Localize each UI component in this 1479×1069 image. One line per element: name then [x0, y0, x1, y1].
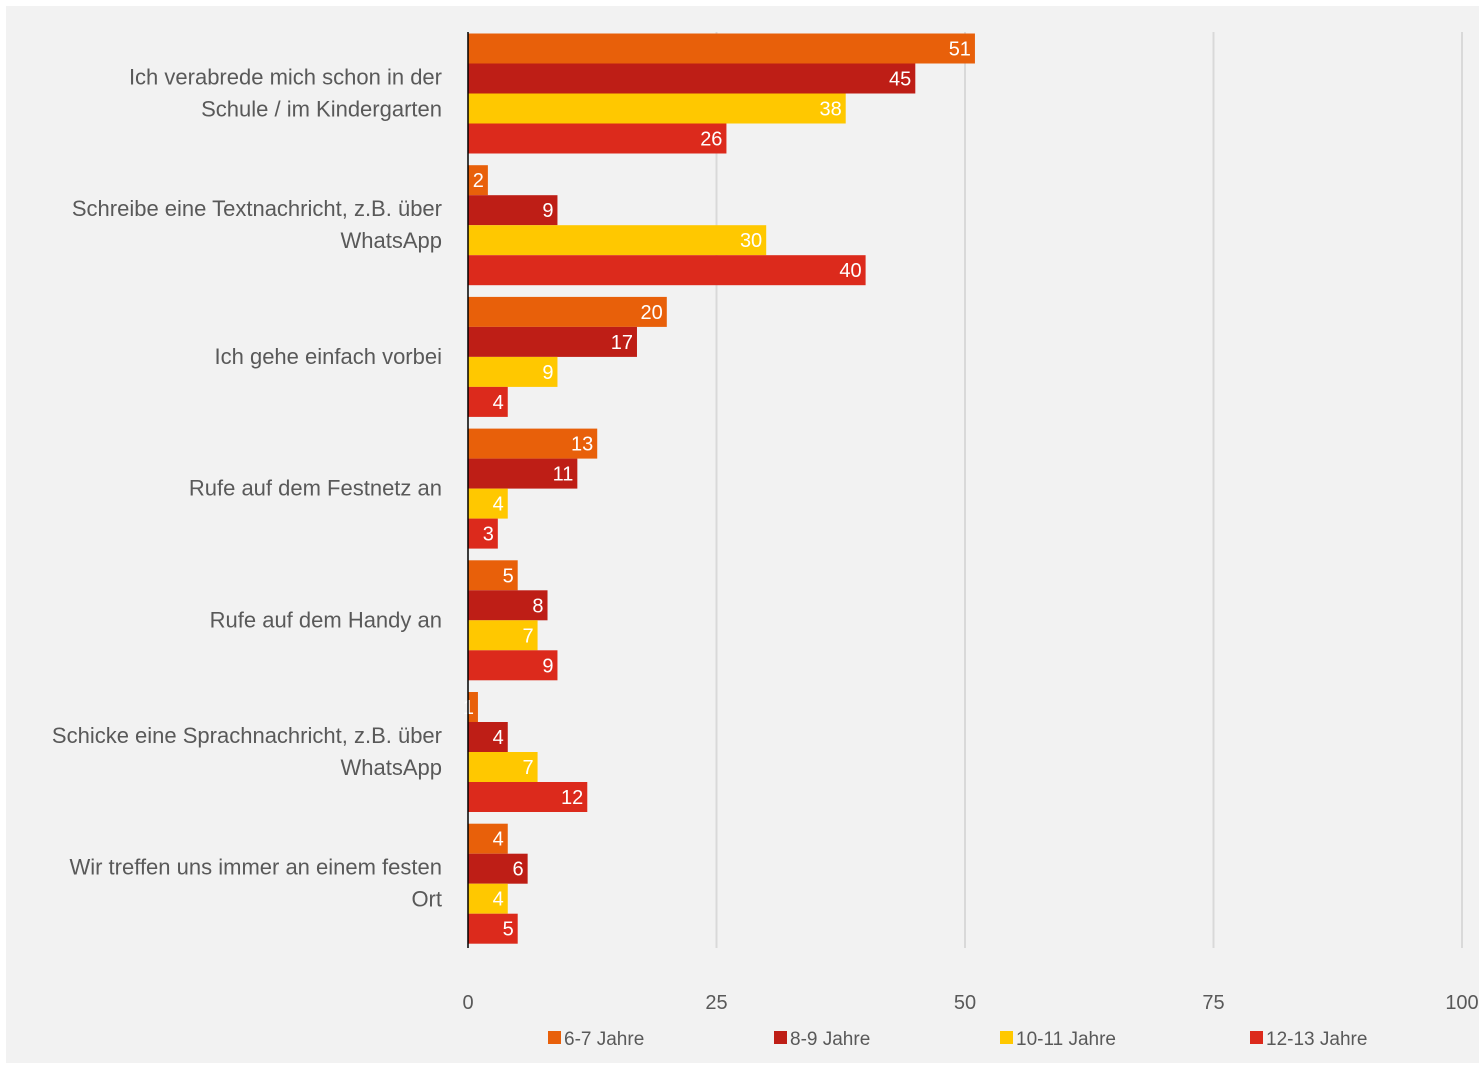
bar	[468, 823, 508, 854]
category-label: Rufe auf dem Festnetz an	[189, 476, 442, 501]
bar	[468, 63, 916, 94]
legend-label: 12-13 Jahre	[1266, 1029, 1367, 1050]
data-label: 13	[571, 434, 593, 456]
x-tick-label: 50	[954, 992, 976, 1014]
x-tick-label: 0	[462, 992, 473, 1014]
category-label: Schicke eine Sprachnachricht, z.B. über	[52, 723, 442, 748]
data-label: 38	[819, 99, 841, 121]
data-label: 4	[493, 727, 504, 749]
legend-label: 10-11 Jahre	[1016, 1029, 1116, 1050]
bar	[468, 488, 508, 519]
bar	[468, 692, 478, 722]
bar	[468, 195, 558, 226]
bar	[468, 620, 538, 651]
data-label: 51	[949, 39, 971, 61]
bar	[468, 123, 727, 154]
data-label: 7	[522, 757, 533, 779]
data-label: 45	[889, 69, 911, 91]
bar	[468, 326, 637, 357]
category-label: WhatsApp	[341, 228, 443, 253]
legend-swatch	[774, 1031, 787, 1044]
category-label: Ort	[411, 887, 442, 912]
category-label: WhatsApp	[341, 755, 443, 780]
data-label: 4	[493, 392, 504, 414]
bar	[468, 386, 508, 417]
category-label: Rufe auf dem Handy an	[210, 607, 442, 632]
bar-chart: Ich verabrede mich schon in der Schule / …	[52, 32, 1479, 1050]
legend-swatch	[1250, 1031, 1263, 1044]
data-label: 11	[553, 464, 574, 486]
x-tick-label: 100	[1445, 992, 1478, 1014]
legend-swatch	[1000, 1031, 1013, 1044]
x-tick-label: 25	[705, 992, 727, 1014]
x-tick-label: 75	[1202, 992, 1224, 1014]
legend-label: 6-7 Jahre	[564, 1029, 644, 1050]
bar	[468, 590, 548, 621]
bar	[468, 93, 846, 124]
category-label: Schreibe eine Textnachricht, z.B. über	[72, 196, 442, 221]
data-label: 9	[542, 655, 553, 677]
category-label: Ich gehe einfach vorbei	[215, 344, 443, 369]
data-label: 17	[611, 332, 633, 354]
data-label: 9	[542, 362, 553, 384]
bar	[468, 853, 528, 884]
category-label: Schule / im Kindergarten	[201, 97, 442, 122]
data-label: 26	[700, 129, 722, 151]
data-label: 5	[503, 565, 514, 587]
data-label: 4	[493, 829, 504, 851]
data-label: 4	[493, 889, 504, 911]
data-label: 7	[522, 625, 533, 647]
bar	[468, 255, 866, 286]
data-label: 8	[532, 595, 543, 617]
data-label: 20	[641, 302, 663, 324]
data-label: 4	[493, 494, 504, 516]
bar	[468, 33, 975, 64]
data-label: 2	[473, 170, 484, 192]
data-label: 5	[503, 919, 514, 941]
data-label: 12	[561, 787, 583, 809]
bar	[468, 560, 518, 591]
bar	[468, 518, 498, 549]
category-label: Wir treffen uns immer an einem festen	[69, 855, 442, 880]
legend-swatch	[548, 1031, 561, 1044]
bar	[468, 913, 518, 944]
category-label: Ich verabrede mich schon in der	[129, 65, 442, 90]
data-label: 9	[542, 200, 553, 222]
bar	[468, 356, 558, 387]
data-label: 3	[483, 524, 494, 546]
bar	[468, 782, 588, 812]
data-label: 40	[839, 260, 861, 282]
bar	[468, 428, 598, 459]
bar	[468, 296, 667, 327]
bar	[468, 650, 558, 681]
chart-panel: Ich verabrede mich schon in der Schule / …	[6, 6, 1479, 1063]
bar	[468, 458, 578, 489]
bar	[468, 165, 488, 196]
legend-label: 8-9 Jahre	[790, 1029, 870, 1050]
bar	[468, 883, 508, 914]
bar	[468, 225, 767, 256]
data-label: 30	[740, 230, 762, 252]
bar	[468, 722, 508, 752]
bar	[468, 752, 538, 782]
data-label: 6	[513, 859, 524, 881]
